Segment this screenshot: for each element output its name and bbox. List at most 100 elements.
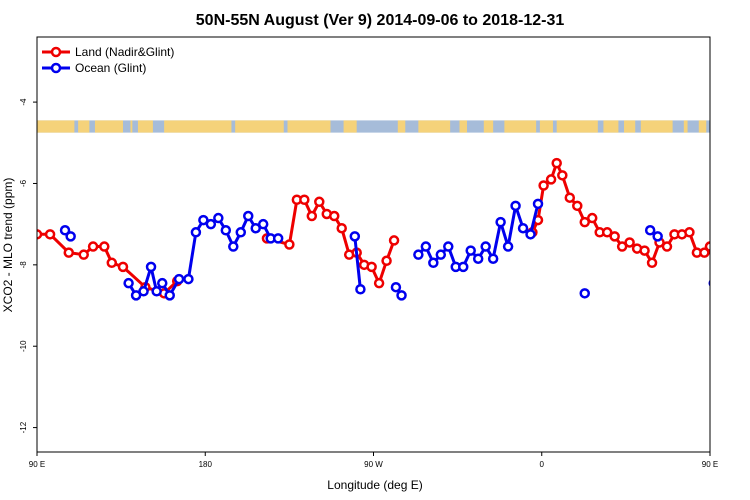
land-point-0-2	[63, 247, 75, 258]
x-tick-label-0: 90 E	[29, 460, 45, 469]
ocean-point-3-1	[396, 290, 407, 301]
land-point-2-13	[616, 241, 628, 252]
x-tick-label-4: 90 E	[702, 460, 718, 469]
land-point-1-12	[366, 261, 377, 273]
y-tick-label-4: -12	[19, 421, 28, 433]
land-point-2-3	[545, 174, 557, 185]
ocean-point-3-0	[390, 281, 402, 293]
band-land-11	[459, 120, 467, 133]
band-land-2	[94, 120, 123, 133]
ocean-point-1-20	[272, 233, 284, 244]
band-land-0	[37, 120, 75, 133]
ocean-point-7-2	[725, 287, 733, 295]
ocean-point-1-6	[164, 290, 175, 301]
ocean-point-2-0	[349, 231, 361, 242]
ocean-point-4-14	[517, 222, 529, 234]
land-point-3-0	[704, 241, 710, 252]
ocean-point-2-1	[355, 284, 366, 295]
band-land-7	[287, 120, 331, 133]
legend-ocean-marker	[50, 62, 62, 74]
ocean-point-7-0	[708, 279, 710, 287]
land-point-0-1	[44, 229, 56, 240]
land-point-2-11	[601, 227, 613, 238]
series-ocean	[59, 198, 750, 301]
band-land-19	[683, 120, 688, 133]
ocean-point-7-1	[717, 291, 725, 299]
ocean-point-4-10	[487, 253, 499, 264]
land-point-1-3	[299, 194, 310, 205]
band-land-9	[397, 120, 406, 133]
band-land-14	[539, 120, 553, 133]
land-point-1-8	[336, 222, 347, 234]
land-point-2-12	[609, 231, 620, 242]
band-land-6	[235, 120, 284, 133]
ocean-point-4-11	[495, 216, 506, 228]
ocean-point-1-15	[235, 227, 247, 238]
ocean-point-1-5	[157, 277, 168, 289]
ocean-point-4-3	[435, 249, 447, 260]
land-point-2-4	[551, 157, 562, 169]
ocean-point-4-12	[502, 241, 514, 252]
ocean-point-1-12	[213, 212, 224, 224]
ocean-point-7-4	[738, 287, 746, 295]
ocean-point-1-18	[257, 218, 269, 230]
ocean-line-7	[714, 267, 750, 296]
land-point-1-15	[388, 235, 400, 246]
ocean-point-1-3	[145, 261, 157, 273]
band-land-5	[164, 120, 232, 133]
land-point-1-14	[381, 255, 392, 267]
band-land-1	[78, 120, 90, 133]
legend: Land (Nadir&Glint) Ocean (Glint)	[42, 45, 174, 75]
land-line-3	[709, 244, 710, 247]
land-point-2-22	[684, 227, 695, 238]
band-land-20	[698, 120, 707, 133]
ocean-point-1-16	[242, 210, 254, 222]
band-land-17	[624, 120, 636, 133]
land-point-1-13	[373, 277, 385, 289]
ocean-point-4-13	[510, 200, 521, 212]
y-tick-label-2: -8	[19, 261, 28, 269]
ocean-point-4-9	[480, 241, 491, 252]
band-land-15	[556, 120, 598, 133]
land-point-2-14	[624, 237, 635, 248]
x-tick-label-2: 90 W	[364, 460, 383, 469]
ocean-point-4-7	[465, 245, 476, 256]
plot-frame	[36, 36, 711, 453]
land-point-2-19	[661, 241, 673, 252]
series-land	[37, 157, 740, 299]
band-land-16	[603, 120, 619, 133]
ocean-point-1-17	[250, 222, 261, 234]
y-axis-ticks: -4 -6 -8 -10 -12	[19, 98, 37, 433]
ocean-point-1-8	[183, 273, 194, 285]
ocean-point-5-0	[579, 288, 590, 299]
x-axis-label: Longitude (deg E)	[327, 478, 422, 492]
ocean-point-1-7	[173, 273, 185, 285]
land-point-2-7	[572, 200, 583, 212]
ocean-point-1-13	[220, 225, 232, 236]
land-point-1-7	[328, 210, 340, 222]
ocean-point-0-1	[65, 231, 76, 242]
legend-land-marker	[50, 46, 62, 58]
ocean-point-7-3	[732, 263, 740, 271]
land-point-0-3	[78, 249, 89, 260]
series-layer	[37, 157, 750, 301]
ocean-line-2	[353, 236, 362, 290]
x-tick-label-1: 180	[199, 460, 213, 469]
band-land-18	[640, 120, 673, 133]
ocean-point-1-2	[138, 286, 149, 297]
plot-area	[36, 36, 750, 453]
ocean-point-4-16	[532, 198, 544, 210]
land-point-2-24	[699, 247, 710, 258]
band-land-4	[137, 120, 153, 133]
ocean-point-6-0	[644, 225, 656, 236]
y-tick-label-3: -10	[19, 340, 28, 352]
legend-land-label: Land (Nadir&Glint)	[75, 45, 174, 59]
ocean-point-4-8	[472, 253, 484, 264]
land-point-3-3	[732, 263, 740, 271]
ocean-point-7-5	[743, 279, 750, 287]
land-point-0-7	[117, 261, 129, 273]
ocean-point-1-1	[130, 290, 142, 301]
land-point-0-4	[87, 241, 99, 252]
ocean-point-1-11	[205, 218, 217, 230]
